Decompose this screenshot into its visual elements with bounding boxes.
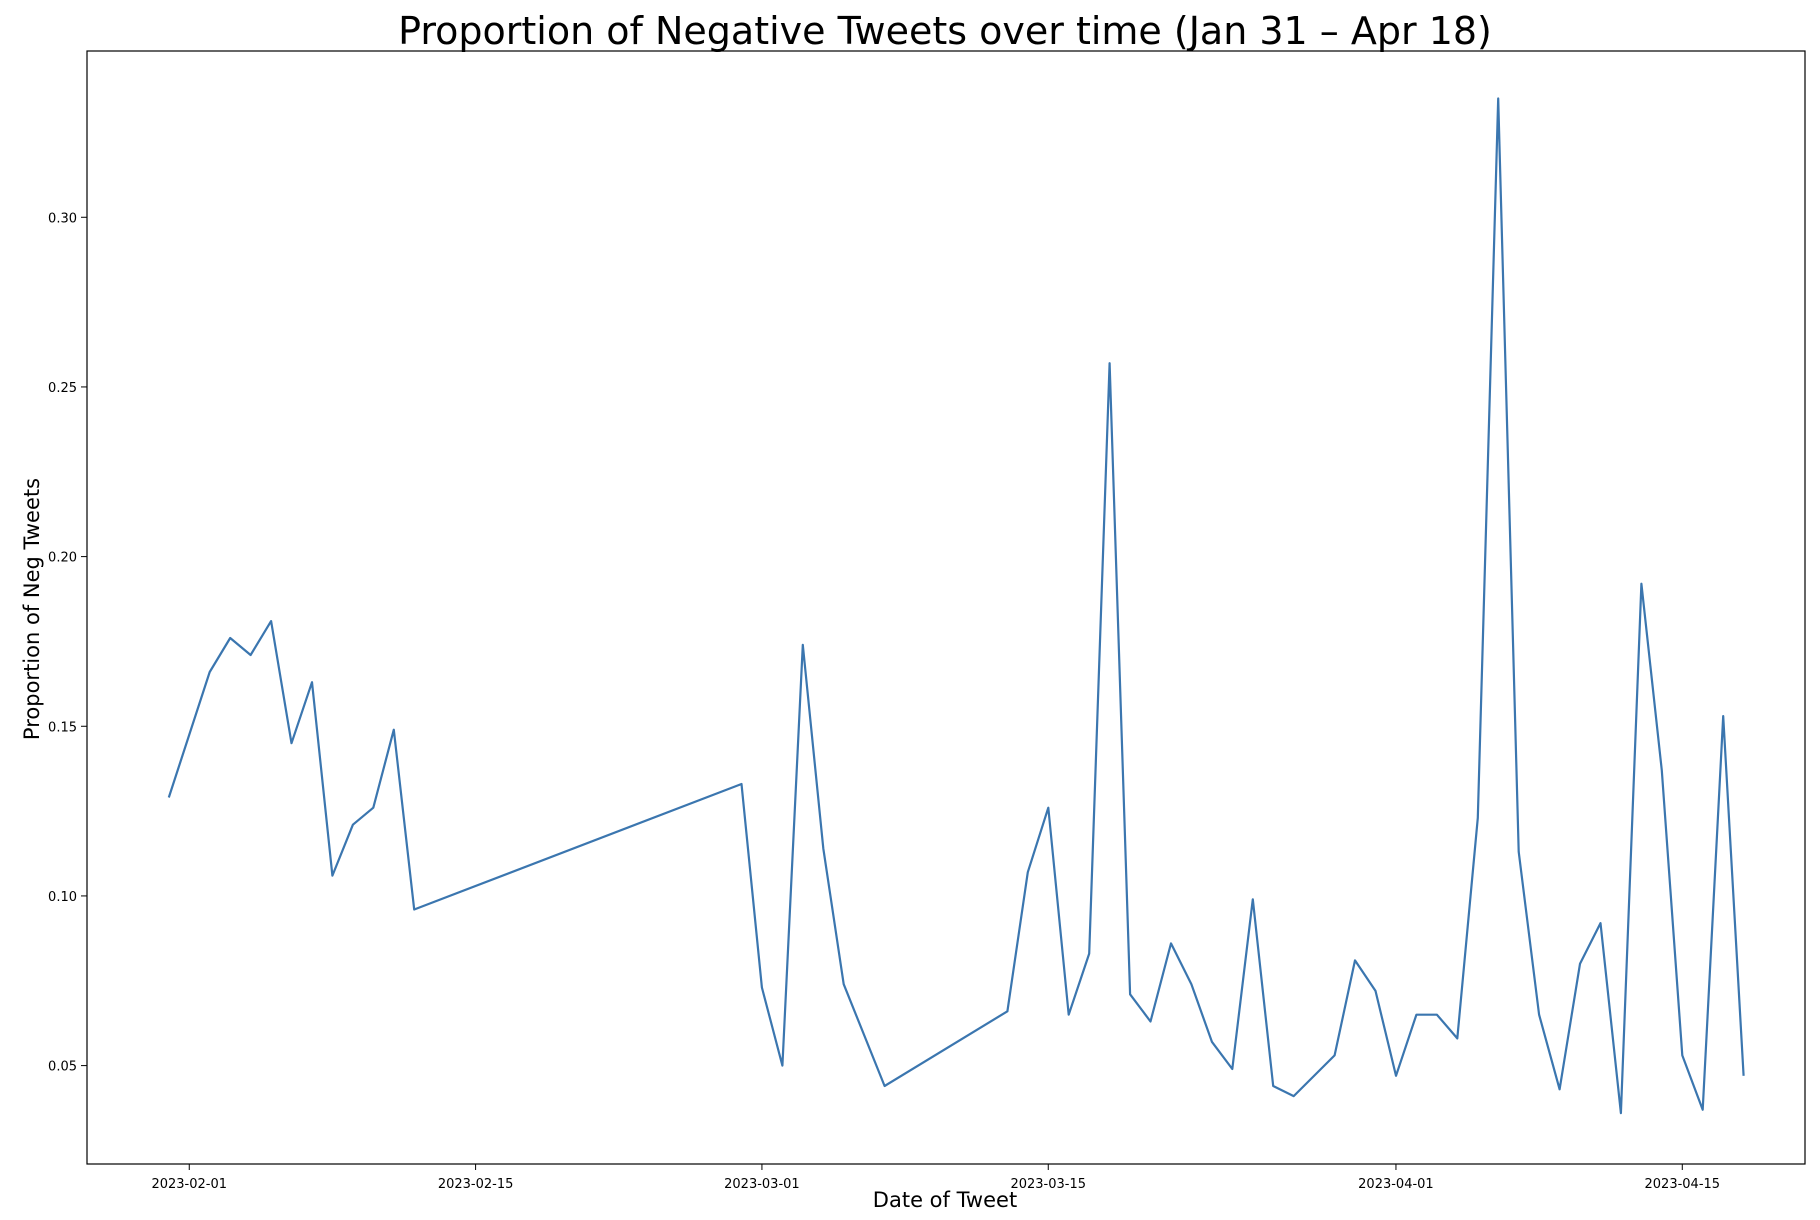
- series-line-0: [167, 97, 1745, 1115]
- plot-frame: [86, 50, 1806, 1165]
- x-tick-label: 2023-04-15: [1645, 1177, 1721, 1192]
- y-tick-label: 0.30: [48, 211, 77, 226]
- y-axis-label: Proportion of Neg Tweets: [20, 478, 44, 740]
- y-tick-label: 0.05: [48, 1060, 77, 1075]
- x-tick-label: 2023-03-15: [1010, 1177, 1086, 1192]
- chart-title: Proportion of Negative Tweets over time …: [398, 9, 1492, 53]
- y-axis: 0.05 0.10 0.15 0.20 0.25 0.30: [48, 211, 87, 1075]
- y-tick-label: 0.10: [48, 890, 77, 905]
- x-tick-label: 2023-02-15: [438, 1177, 514, 1192]
- x-axis: 2023-02-01 2023-02-15 2023-03-01 2023-03-15…: [151, 1164, 1720, 1192]
- y-tick-label: 0.20: [48, 551, 77, 566]
- y-tick-label: 0.25: [48, 381, 77, 396]
- x-axis-label: Date of Tweet: [873, 1188, 1017, 1212]
- y-tick-label: 0.15: [48, 720, 77, 735]
- x-tick-label: 2023-04-01: [1358, 1177, 1434, 1192]
- plot-series: [167, 97, 1745, 1115]
- x-tick-label: 2023-03-01: [724, 1177, 800, 1192]
- x-tick-label: 2023-02-01: [151, 1177, 227, 1192]
